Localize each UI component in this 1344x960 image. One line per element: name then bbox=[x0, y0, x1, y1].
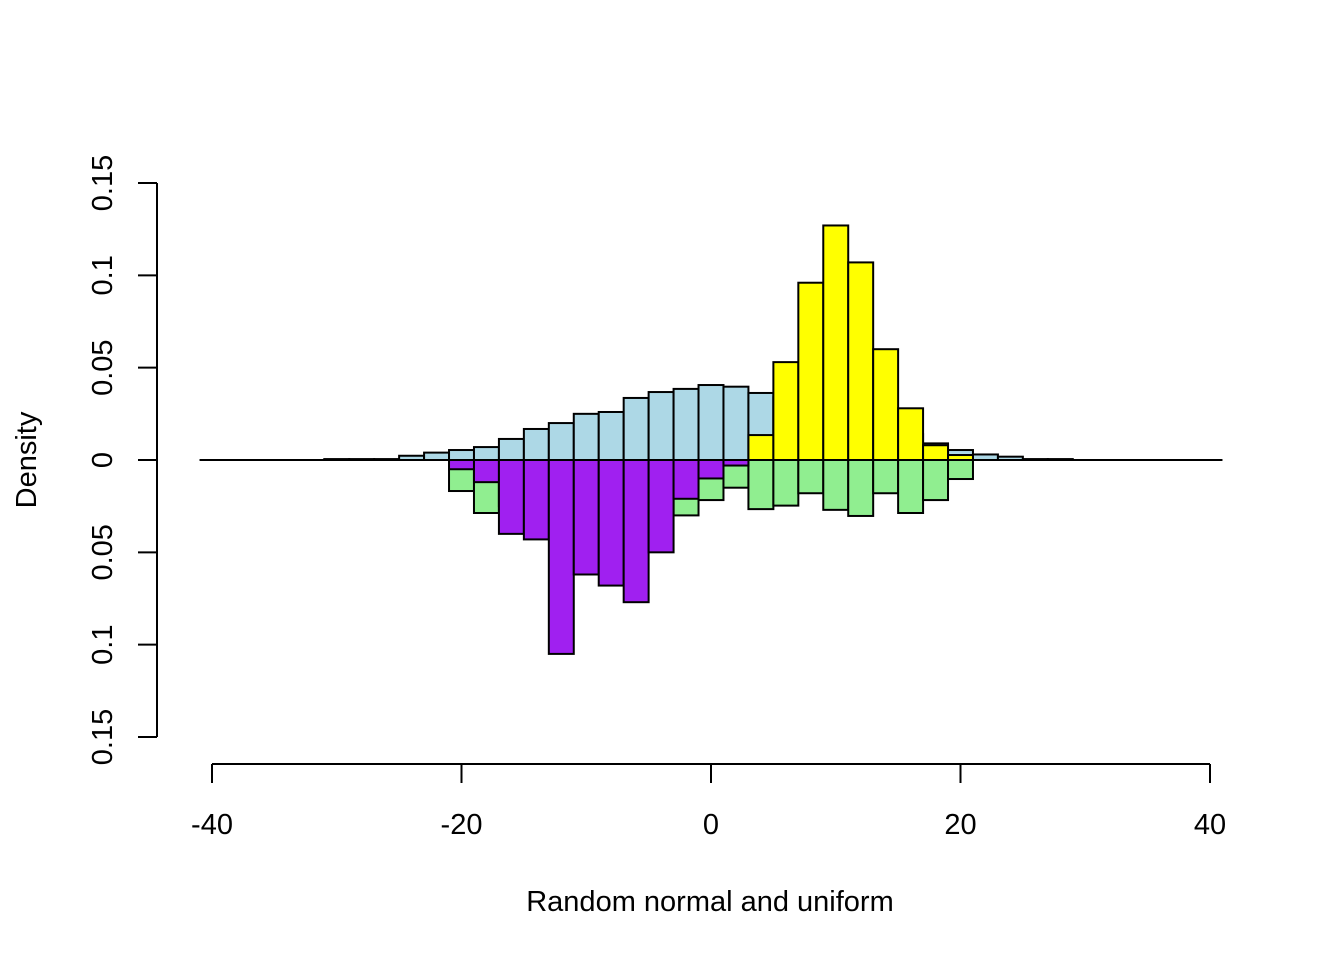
histogram-bar bbox=[622, 459, 650, 604]
x-tick-label: 0 bbox=[703, 809, 719, 841]
histogram-bar bbox=[772, 361, 800, 462]
histogram-bar bbox=[448, 459, 475, 471]
histogram-bar bbox=[822, 459, 850, 511]
histogram-bar bbox=[647, 459, 675, 554]
histogram-bar bbox=[522, 459, 550, 541]
histogram-bar bbox=[747, 434, 775, 462]
y-tick-label: 0.15 bbox=[87, 155, 119, 211]
histogram-bar bbox=[448, 449, 475, 462]
histogram-bar bbox=[722, 385, 750, 462]
histogram-bar bbox=[597, 459, 625, 587]
y-tick-label: 0 bbox=[87, 452, 119, 468]
x-tick-label: 40 bbox=[1194, 809, 1226, 841]
y-tick-label: 0.05 bbox=[87, 339, 119, 395]
histogram-bar bbox=[822, 224, 850, 461]
histogram-bar bbox=[423, 451, 451, 462]
histogram-bar bbox=[647, 391, 675, 461]
histogram-bar bbox=[547, 459, 575, 655]
y-axis: 0.15 0.1 0.05 0 0.05 0.1 0.15 bbox=[87, 155, 158, 765]
y-axis-label: Density bbox=[11, 411, 43, 508]
histogram-bar bbox=[872, 348, 900, 462]
histogram-bar bbox=[947, 459, 974, 481]
histogram-bar bbox=[672, 459, 700, 500]
histogram-bar bbox=[872, 459, 900, 495]
histogram-bar bbox=[922, 444, 950, 461]
histogram-bar bbox=[697, 459, 725, 480]
histogram-bar bbox=[922, 459, 950, 502]
histogram-bar bbox=[622, 396, 650, 461]
histogram-bar bbox=[572, 412, 600, 462]
histogram-bar bbox=[472, 459, 500, 484]
histogram-bar bbox=[522, 427, 550, 462]
histogram-bar bbox=[897, 407, 925, 461]
histogram-bar bbox=[847, 459, 875, 517]
y-tick-label: 0.1 bbox=[87, 625, 119, 665]
x-tick-label: -40 bbox=[191, 809, 233, 841]
histogram-bar bbox=[697, 384, 725, 461]
histogram-bar bbox=[797, 459, 825, 495]
histogram-bar bbox=[572, 459, 600, 576]
histogram-bar bbox=[772, 459, 800, 507]
histogram-bar bbox=[547, 422, 575, 462]
bars-layer bbox=[323, 224, 1074, 655]
histogram-bar bbox=[897, 459, 925, 514]
x-tick-label: -20 bbox=[441, 809, 483, 841]
histogram-bar bbox=[597, 410, 625, 461]
x-axis: -40 -20 0 20 40 bbox=[191, 763, 1226, 841]
x-tick-label: 20 bbox=[944, 809, 976, 841]
histogram-bar bbox=[672, 387, 700, 461]
histogram-bar bbox=[497, 459, 525, 535]
histogram-bar bbox=[847, 261, 875, 462]
y-tick-label: 0.15 bbox=[87, 709, 119, 765]
x-axis-label: Random normal and uniform bbox=[526, 886, 894, 918]
y-tick-label: 0.1 bbox=[87, 255, 119, 295]
histogram-bar bbox=[747, 459, 775, 511]
y-tick-label: 0.05 bbox=[87, 524, 119, 580]
histogram-bar bbox=[797, 281, 825, 461]
histogram-bar bbox=[472, 446, 500, 461]
histogram-bar bbox=[497, 437, 525, 461]
